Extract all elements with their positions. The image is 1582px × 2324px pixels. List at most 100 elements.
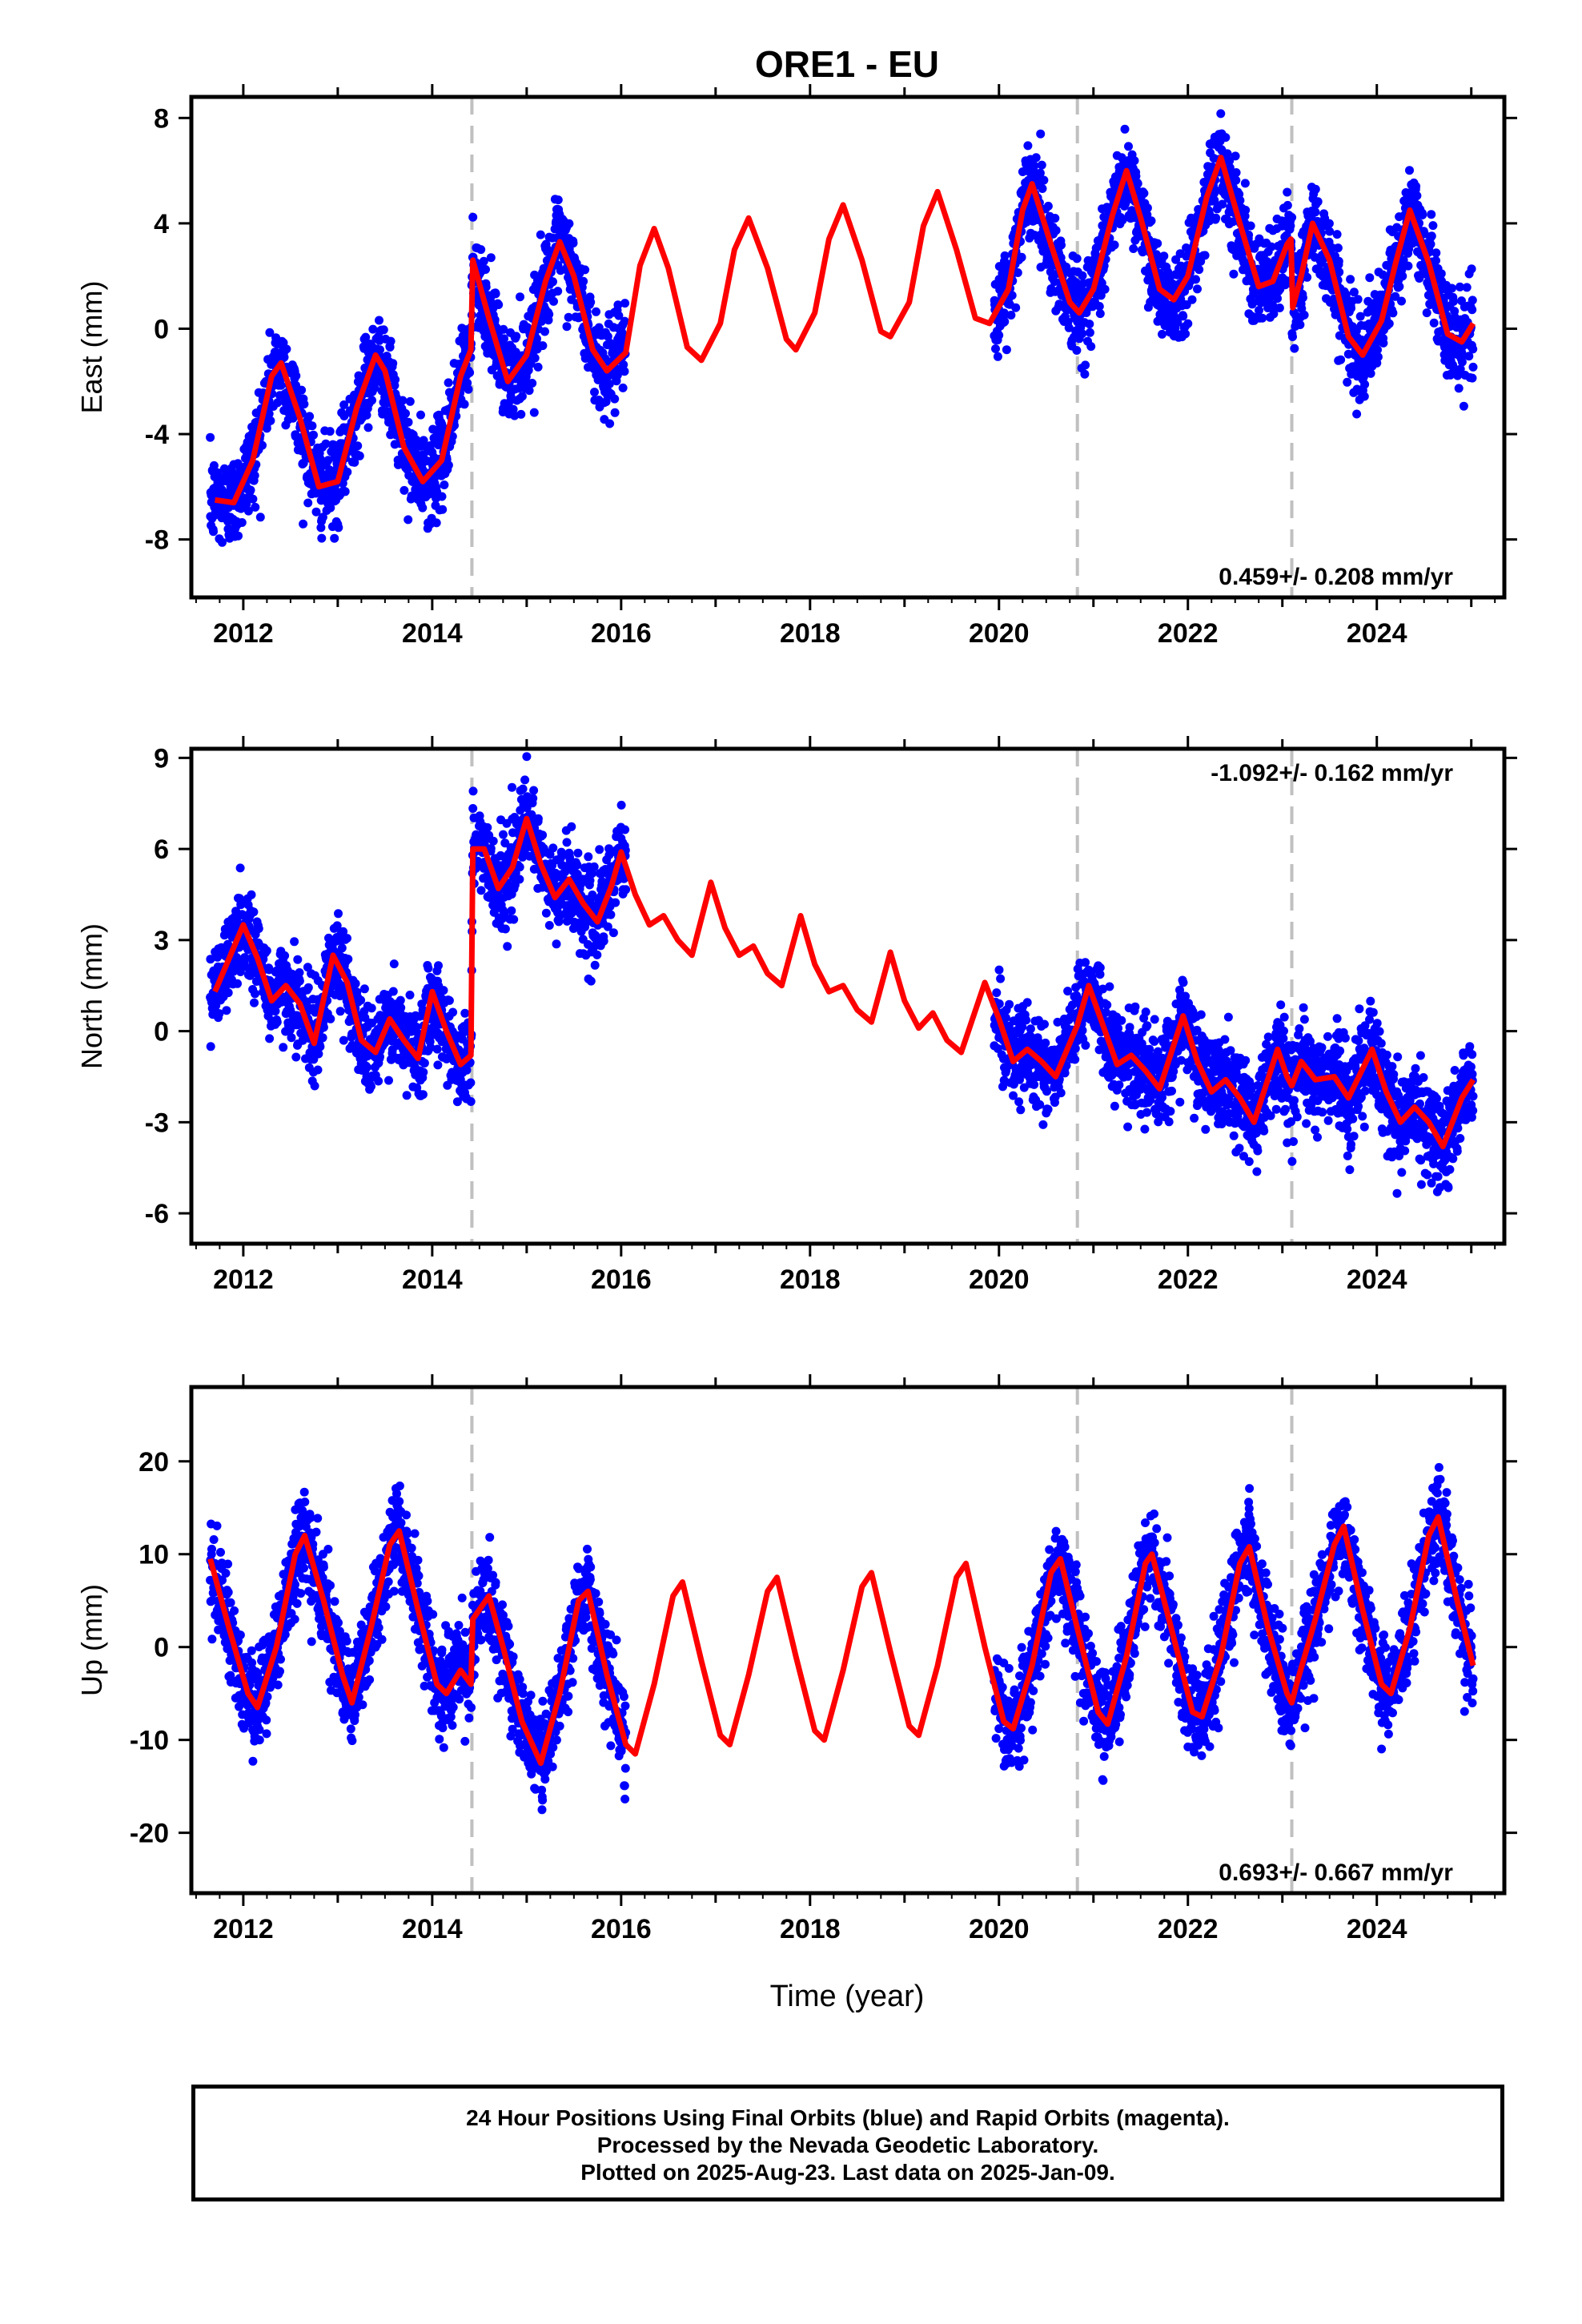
data-point xyxy=(1355,312,1365,321)
data-point xyxy=(567,822,576,831)
data-point xyxy=(299,400,309,409)
data-point xyxy=(1418,211,1427,219)
data-point xyxy=(325,427,335,436)
data-point xyxy=(516,409,526,419)
data-point xyxy=(1275,304,1284,312)
data-point xyxy=(271,1007,280,1016)
data-point xyxy=(1346,275,1355,284)
data-point xyxy=(1365,273,1375,283)
data-point xyxy=(1133,179,1142,188)
data-point xyxy=(305,412,315,421)
data-point xyxy=(1142,210,1152,219)
data-point xyxy=(1359,392,1369,401)
data-point xyxy=(1100,284,1110,294)
data-point xyxy=(1031,153,1041,163)
data-point xyxy=(1391,292,1400,301)
data-point xyxy=(1334,256,1343,266)
data-point xyxy=(218,537,227,547)
data-point xyxy=(619,360,628,369)
data-point xyxy=(1225,156,1235,166)
data-point xyxy=(234,531,243,541)
data-point xyxy=(258,440,267,450)
data-point xyxy=(233,979,242,988)
data-point xyxy=(1043,201,1053,211)
data-point xyxy=(1453,371,1463,380)
data-point xyxy=(290,937,299,947)
data-point xyxy=(1395,282,1404,292)
data-point xyxy=(1142,203,1152,213)
data-point xyxy=(309,430,318,440)
data-point xyxy=(486,844,496,853)
data-point xyxy=(1405,166,1414,175)
data-point xyxy=(517,392,527,401)
data-point xyxy=(250,998,259,1007)
data-point xyxy=(444,378,453,388)
data-point xyxy=(1007,291,1017,300)
data-point xyxy=(499,830,508,839)
data-point xyxy=(1000,317,1010,327)
data-point xyxy=(391,375,400,384)
data-point xyxy=(603,332,612,341)
data-point xyxy=(507,906,516,915)
data-point xyxy=(405,991,415,999)
data-point xyxy=(605,419,615,428)
data-point xyxy=(1235,195,1245,205)
data-point xyxy=(1343,349,1353,359)
data-point xyxy=(396,1003,406,1012)
data-point xyxy=(318,1033,327,1043)
data-point xyxy=(439,986,448,995)
data-point xyxy=(1050,214,1060,223)
data-point xyxy=(618,383,628,392)
data-point xyxy=(280,951,290,960)
data-point xyxy=(464,384,473,394)
data-point xyxy=(330,533,339,543)
data-point xyxy=(993,352,1002,361)
data-point xyxy=(522,752,532,762)
data-point xyxy=(418,1090,428,1100)
data-point xyxy=(1187,295,1197,304)
data-point xyxy=(510,813,520,822)
data-point xyxy=(264,409,274,419)
data-point xyxy=(491,289,500,299)
data-point xyxy=(564,312,573,322)
data-point xyxy=(481,282,491,292)
data-point xyxy=(375,316,383,325)
data-point xyxy=(568,239,578,248)
data-point xyxy=(1384,319,1394,328)
data-point xyxy=(444,460,453,470)
x-tick-label: 2018 xyxy=(780,618,841,649)
data-point xyxy=(610,394,620,404)
data-point xyxy=(516,292,524,302)
x-tick-label: 2012 xyxy=(213,618,274,649)
data-points xyxy=(206,109,1478,547)
data-point xyxy=(291,1052,301,1062)
data-point xyxy=(1078,271,1087,280)
data-point xyxy=(1325,227,1335,236)
data-point xyxy=(374,1076,383,1086)
data-point xyxy=(1335,267,1344,277)
data-point xyxy=(353,441,363,451)
data-point xyxy=(1436,269,1446,279)
data-point xyxy=(1283,200,1292,210)
data-point xyxy=(355,451,364,460)
data-point xyxy=(1456,282,1464,292)
data-point xyxy=(1468,305,1477,315)
data-point xyxy=(313,1065,323,1075)
data-point xyxy=(580,265,590,275)
data-point xyxy=(1447,283,1456,293)
data-point xyxy=(379,325,388,335)
data-point xyxy=(362,1063,371,1072)
data-point xyxy=(438,505,448,514)
data-point xyxy=(235,863,245,873)
data-point xyxy=(404,417,413,427)
data-point xyxy=(1353,295,1363,304)
data-point xyxy=(1038,184,1047,193)
data-point xyxy=(1352,409,1362,419)
data-point xyxy=(1332,230,1342,239)
data-point xyxy=(999,308,1009,318)
data-point xyxy=(384,1076,393,1085)
data-point xyxy=(448,1007,458,1017)
plot-area xyxy=(206,749,1478,1244)
data-point xyxy=(297,385,307,395)
